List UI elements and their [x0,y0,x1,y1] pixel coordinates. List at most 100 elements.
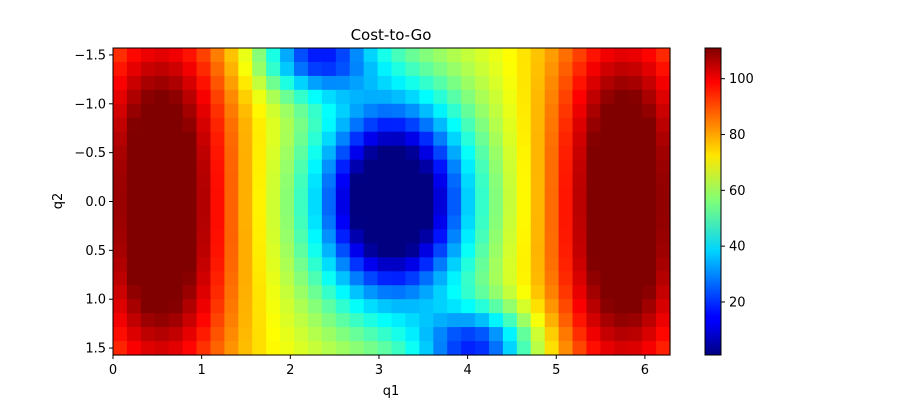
heatmap-cell [377,117,393,133]
heatmap-cell [502,313,518,328]
heatmap-cell [196,341,212,356]
heatmap-cell [210,229,226,244]
heatmap-cell [447,159,462,175]
heatmap-cell [210,61,226,77]
heatmap-cell [280,299,295,314]
heatmap-cell [614,61,629,77]
heatmap-cell [391,257,407,272]
heatmap-cell [307,257,323,272]
heatmap-cell [405,117,420,133]
heatmap-cell [642,327,657,342]
heatmap-cell [349,173,365,189]
heatmap-cell [530,145,546,161]
heatmap-cell [391,271,407,286]
heatmap-cell [475,201,490,217]
heatmap-cell [113,229,128,244]
heatmap-cell [266,159,281,175]
heatmap-cell [405,173,420,189]
heatmap-cell [266,229,281,244]
heatmap-cell [377,285,393,300]
heatmap-cell [335,201,351,217]
heatmap-cell [321,201,337,217]
heatmap-cell [266,327,281,342]
heatmap-cell [600,229,615,244]
heatmap-cell [294,48,309,63]
heatmap-cell [516,75,532,91]
heatmap-cell [600,285,615,300]
heatmap-cell [600,341,615,356]
heatmap-cell [614,229,629,244]
heatmap-cell [419,271,434,286]
heatmap-cell [642,299,657,314]
heatmap-cell [349,48,365,63]
heatmap-cell [600,117,615,133]
heatmap-cell [349,271,365,286]
heatmap-cell [168,187,184,203]
heatmap-cell [266,117,281,133]
heatmap-cell [335,299,351,314]
heatmap-cell [656,48,671,63]
heatmap-cell [280,285,295,300]
heatmap-cell [544,187,560,203]
heatmap-cell [210,48,226,63]
heatmap-cell [433,173,448,189]
heatmap-cell [447,75,462,91]
heatmap-cell [488,327,504,342]
heatmap-cell [307,75,323,91]
heatmap-cell [600,299,615,314]
heatmap-cell [516,271,532,286]
heatmap-cell [419,313,434,328]
heatmap-cell [530,341,546,356]
heatmap-cell [321,173,337,189]
heatmap-cell [419,215,434,230]
heatmap-cell [405,243,420,258]
heatmap-cell [294,229,309,244]
heatmap-cell [502,341,518,356]
heatmap-cell [224,187,239,203]
heatmap-cell [419,145,434,161]
colorbar-ticks: 20 40 60 80 100 [721,72,754,310]
heatmap-cell [628,117,643,133]
heatmap-cell [168,61,184,77]
heatmap-cell [447,201,462,217]
heatmap-cell [433,299,448,314]
heatmap-cell [488,271,504,286]
heatmap-cell [349,89,365,105]
heatmap-cell [614,327,629,342]
heatmap-cell [572,243,588,258]
heatmap-cell [419,327,434,342]
heatmap-cell [335,89,351,105]
heatmap-cell [349,201,365,217]
heatmap-cell [224,117,239,133]
heatmap-cell [475,159,490,175]
heatmap-cell [335,285,351,300]
heatmap-cell [363,229,379,244]
heatmap-cell [168,117,184,133]
heatmap-cell [349,243,365,258]
heatmap-cell [502,299,518,314]
heatmap-cell [196,271,212,286]
heatmap-cell [168,89,184,105]
heatmap-cell [307,341,323,356]
heatmap-cell [419,187,434,203]
heatmap-cell [196,103,212,119]
heatmap-cell [558,271,574,286]
heatmap-cell [363,215,379,230]
heatmap-cell [252,61,267,77]
heatmap-cell [126,89,142,105]
heatmap-cell [530,285,546,300]
heatmap-cell [628,159,643,175]
heatmap-cell [126,48,142,63]
heatmap-cell [488,341,504,356]
heatmap-cell [488,173,504,189]
heatmap-cell [502,75,518,91]
heatmap-cell [405,313,420,328]
heatmap-cell [377,271,393,286]
heatmap-cell [182,159,198,175]
heatmap-cell [238,327,253,342]
heatmap-cell [488,159,504,175]
heatmap-cell [488,117,504,133]
heatmap-cell [642,145,657,161]
heatmap-cell [558,327,574,342]
heatmap-cell [140,201,156,217]
